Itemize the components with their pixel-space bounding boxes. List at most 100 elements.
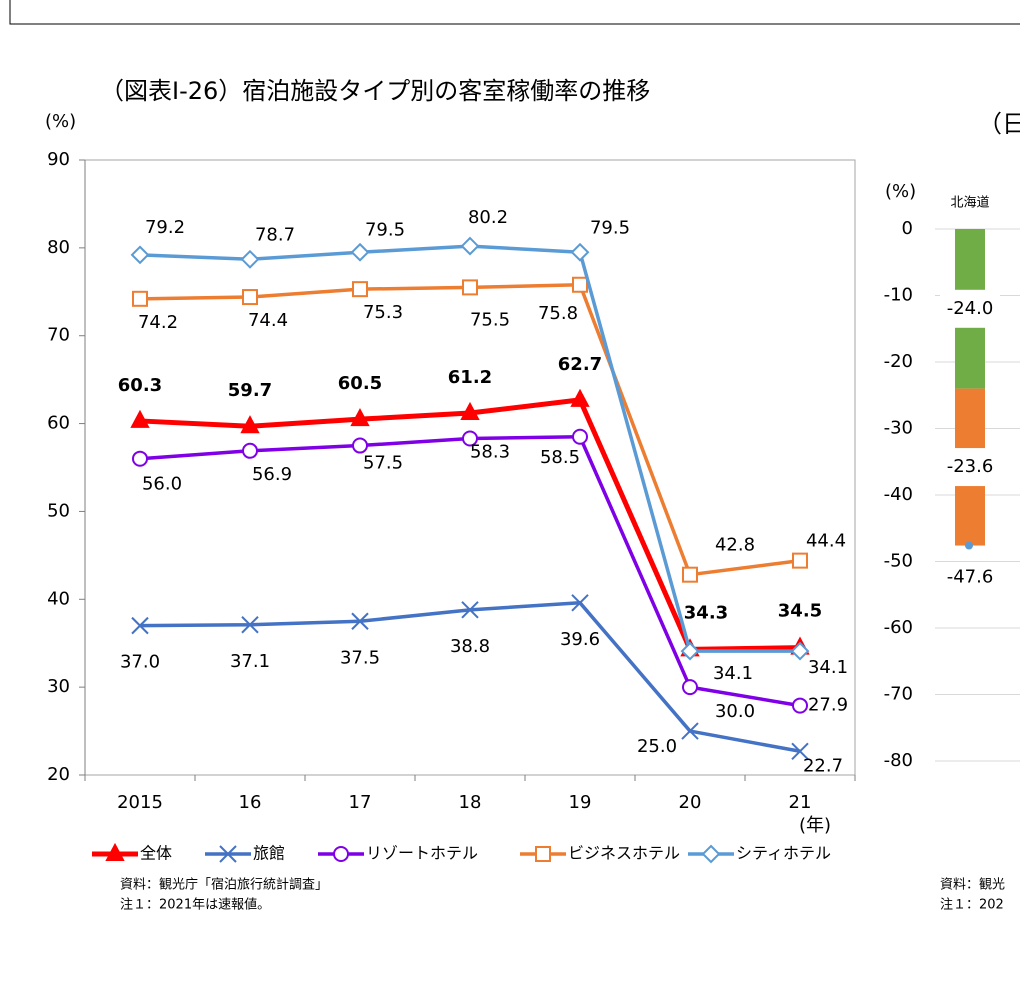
point bbox=[462, 430, 478, 447]
point bbox=[132, 450, 148, 467]
y-tick-label: 30 bbox=[47, 676, 70, 697]
note: 注１：2021年は速報値。 bbox=[120, 897, 270, 913]
data-label: 74.4 bbox=[248, 310, 288, 331]
data-label: 58.3 bbox=[470, 442, 510, 463]
data-label: 44.4 bbox=[806, 531, 846, 552]
point bbox=[460, 236, 480, 256]
y-tick-label: 40 bbox=[47, 588, 70, 609]
y-tick-label: 90 bbox=[47, 149, 70, 170]
y-tick-label: -30 bbox=[884, 418, 913, 439]
point bbox=[571, 594, 589, 612]
legend-label: 旅館 bbox=[253, 844, 285, 863]
data-label: 37.5 bbox=[340, 647, 380, 668]
note: 注１：202 bbox=[940, 898, 1004, 913]
legend-label: シティホテル bbox=[736, 844, 831, 863]
category-label: 北海道 bbox=[950, 196, 989, 211]
point bbox=[352, 281, 368, 298]
y-tick-label: 20 bbox=[47, 764, 70, 785]
total-point bbox=[965, 541, 973, 550]
data-label: 79.2 bbox=[145, 217, 185, 238]
x-tick-label: 19 bbox=[569, 792, 592, 813]
data-label: 37.1 bbox=[230, 651, 270, 672]
point bbox=[241, 616, 259, 634]
data-label: 39.6 bbox=[560, 629, 600, 650]
point bbox=[130, 245, 150, 265]
point bbox=[240, 249, 260, 269]
point bbox=[680, 641, 700, 661]
data-label: 75.3 bbox=[363, 302, 403, 323]
point bbox=[462, 279, 478, 296]
data-label: 74.2 bbox=[138, 312, 178, 333]
point bbox=[460, 401, 480, 421]
y-tick-label: 50 bbox=[47, 500, 70, 521]
point bbox=[570, 388, 590, 407]
y-tick-label: -80 bbox=[884, 750, 913, 771]
label-box bbox=[940, 448, 1000, 487]
y-tick-label: -10 bbox=[884, 285, 913, 306]
data-label: 34.1 bbox=[808, 657, 848, 678]
point bbox=[132, 290, 148, 307]
legend-label: リゾートホテル bbox=[366, 844, 478, 863]
data-label: 27.9 bbox=[808, 695, 848, 716]
data-label: -47.6 bbox=[947, 567, 994, 588]
x-tick-label: 16 bbox=[239, 792, 262, 813]
point bbox=[572, 428, 588, 445]
y-tick-label: -50 bbox=[884, 551, 913, 572]
data-label: 79.5 bbox=[590, 217, 630, 238]
legend-marker bbox=[105, 842, 125, 861]
data-label: 42.8 bbox=[715, 535, 755, 556]
note: 資料：観光庁「宿泊旅行統計調査」 bbox=[120, 877, 328, 893]
data-label: 57.5 bbox=[363, 453, 403, 474]
y-tick-label: -70 bbox=[884, 684, 913, 705]
legend-label: 全体 bbox=[140, 844, 172, 863]
data-label: 34.5 bbox=[778, 601, 822, 622]
y-tick-label: 80 bbox=[47, 237, 70, 258]
data-label: 58.5 bbox=[540, 447, 580, 468]
point bbox=[682, 679, 698, 696]
data-label: 34.1 bbox=[713, 663, 753, 684]
data-label: 34.3 bbox=[684, 602, 728, 623]
data-label: 38.8 bbox=[450, 636, 490, 657]
point bbox=[792, 552, 808, 569]
data-label: 30.0 bbox=[715, 701, 755, 722]
y-tick-label: -60 bbox=[884, 617, 913, 638]
point bbox=[352, 437, 368, 454]
y-tick-label: 70 bbox=[47, 325, 70, 346]
y-tick-label: 0 bbox=[902, 218, 913, 239]
x-tick-label: 21 bbox=[789, 792, 812, 813]
data-label: 75.5 bbox=[470, 309, 510, 330]
point bbox=[791, 742, 809, 760]
point bbox=[461, 601, 479, 619]
data-label: 56.0 bbox=[142, 474, 182, 495]
legend-marker bbox=[535, 846, 551, 862]
y-axis-label: (%) bbox=[45, 111, 76, 132]
y-tick-label: -40 bbox=[884, 484, 913, 505]
data-label: 37.0 bbox=[120, 652, 160, 673]
point bbox=[242, 442, 258, 459]
data-label: 79.5 bbox=[365, 219, 405, 240]
legend-marker bbox=[701, 844, 721, 864]
point bbox=[242, 289, 258, 306]
data-label: 22.7 bbox=[803, 755, 843, 776]
data-label: 61.2 bbox=[448, 367, 492, 388]
frame bbox=[9, 0, 1020, 25]
point bbox=[351, 612, 369, 630]
y-tick-label: 60 bbox=[47, 413, 70, 434]
point bbox=[682, 566, 698, 583]
data-label: 59.7 bbox=[228, 380, 272, 401]
data-label: -24.0 bbox=[947, 298, 994, 319]
data-label: 25.0 bbox=[637, 736, 677, 757]
legend-marker bbox=[333, 846, 349, 862]
y-axis-label: (%) bbox=[885, 181, 916, 202]
x-tick-label: 2015 bbox=[117, 792, 163, 813]
point bbox=[572, 276, 588, 293]
chart-title: （図表Ⅰ-26）宿泊施設タイプ別の客室稼働率の推移 bbox=[100, 77, 650, 105]
point bbox=[240, 415, 260, 434]
data-label: 60.5 bbox=[338, 373, 382, 394]
y-tick-label: -20 bbox=[884, 351, 913, 372]
x-tick-label: 20 bbox=[679, 792, 702, 813]
data-label: -23.6 bbox=[947, 456, 994, 477]
x-tick-label: 18 bbox=[459, 792, 482, 813]
